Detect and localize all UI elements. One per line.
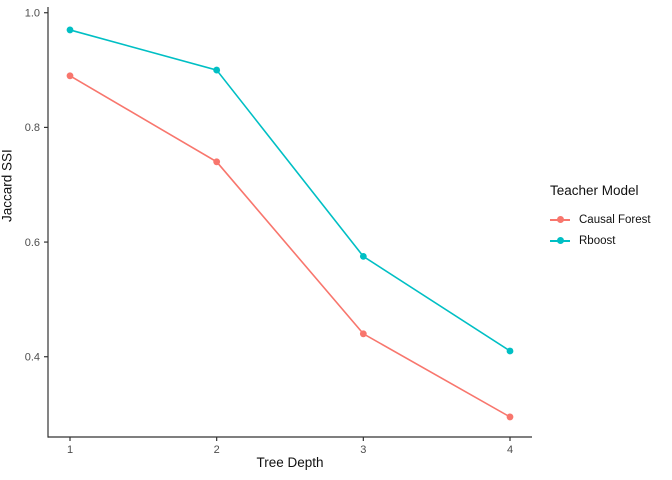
series-line-rboost (69, 29, 511, 352)
data-point-causal-forest (213, 158, 221, 166)
data-point-causal-forest (506, 413, 514, 421)
legend-item-label: Causal Forest (579, 213, 651, 226)
legend: Teacher Model Causal Forest Rboost (550, 183, 651, 251)
y-axis-title: Jaccard SSI (0, 149, 15, 222)
legend-item-label: Rboost (579, 234, 616, 247)
data-point-rboost (506, 347, 514, 355)
y-tick-label: 0.4 (25, 352, 40, 364)
x-axis-title: Tree Depth (256, 455, 324, 470)
x-tick-label: 3 (360, 444, 366, 456)
legend-items: Causal Forest Rboost (550, 209, 651, 251)
legend-title: Teacher Model (550, 183, 639, 198)
x-tick-label: 1 (67, 444, 73, 456)
legend-key-icon (550, 213, 570, 227)
data-point-causal-forest (359, 330, 367, 338)
data-point-rboost (66, 26, 74, 34)
legend-key-icon (550, 234, 570, 248)
data-point-causal-forest (66, 72, 74, 80)
y-tick-label: 0.8 (25, 122, 40, 134)
data-point-rboost (359, 253, 367, 260)
series-line-causal-forest (69, 75, 511, 418)
x-tick-label: 2 (214, 444, 220, 456)
y-tick-label: 0.6 (25, 237, 40, 249)
y-tick-label: 1.0 (25, 8, 40, 20)
legend-item-causal-forest: Causal Forest (550, 209, 651, 230)
legend-item-rboost: Rboost (550, 230, 651, 251)
x-tick-label: 4 (507, 444, 513, 456)
data-point-rboost (213, 66, 221, 74)
